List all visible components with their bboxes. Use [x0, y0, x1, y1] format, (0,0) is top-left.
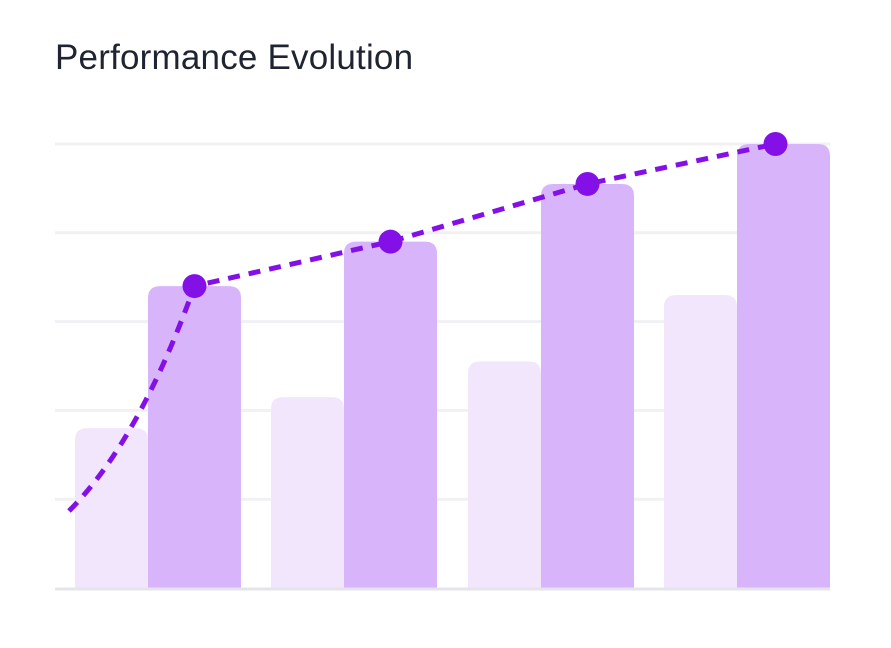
bar-dark-4	[737, 144, 830, 588]
bar-light-4	[664, 294, 737, 588]
trend-point-2	[378, 229, 403, 254]
points-layer	[182, 132, 788, 299]
bar-light-1	[75, 428, 148, 588]
trend-point-1	[182, 274, 207, 299]
trend-point-3	[575, 171, 600, 196]
trend-point-4	[763, 132, 788, 156]
bars-layer	[75, 144, 830, 588]
bar-dark-1	[148, 286, 241, 588]
bar-dark-3	[541, 183, 634, 588]
bar-light-3	[468, 361, 541, 588]
chart-title: Performance Evolution	[55, 38, 414, 77]
bar-light-2	[271, 397, 344, 588]
bar-dark-2	[344, 241, 437, 588]
